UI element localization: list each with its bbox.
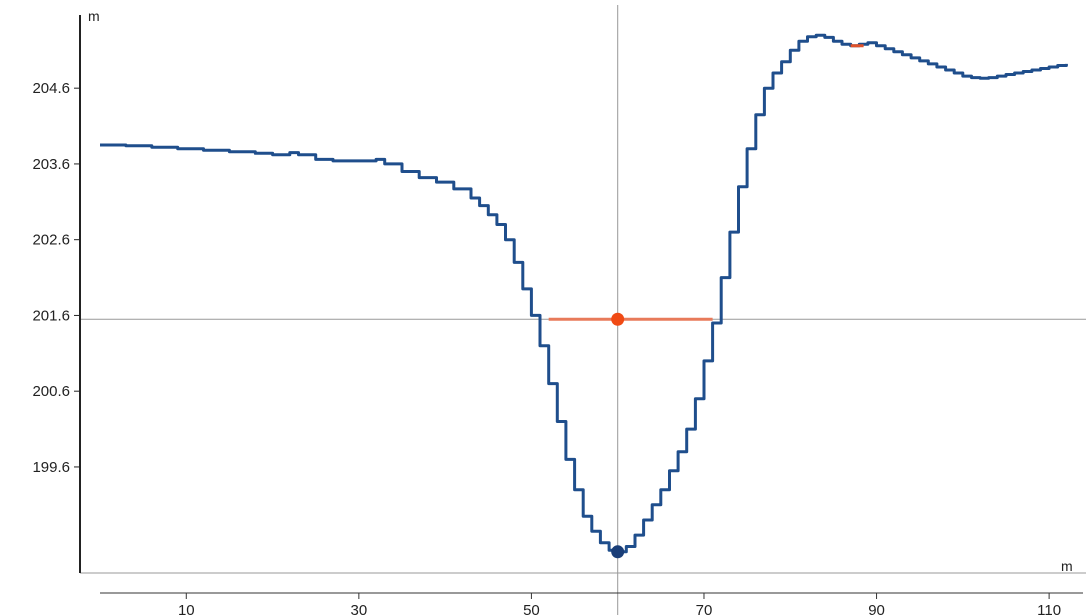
profile-line <box>100 33 1068 554</box>
series-layer <box>100 33 1068 554</box>
x-tick-label: 10 <box>178 602 195 615</box>
x-axis-unit-label: m <box>1061 558 1073 574</box>
y-tick-label: 201.6 <box>32 307 70 324</box>
x-tick-label: 30 <box>351 602 368 615</box>
crosshair-layer <box>80 5 1086 615</box>
ticks: 199.6 200.6 201.6 202.6 203.6 204.6 10 30 50 70 90… <box>32 80 1061 615</box>
marker-point[interactable] <box>611 545 625 559</box>
y-tick-label: 202.6 <box>32 232 70 249</box>
x-tick-label: 50 <box>523 602 540 615</box>
y-tick-label: 204.6 <box>32 80 70 97</box>
y-tick-label: 200.6 <box>32 383 70 400</box>
annotations-layer <box>548 44 864 559</box>
x-tick-label: 90 <box>868 602 885 615</box>
y-tick-label: 199.6 <box>32 459 70 476</box>
marker-point[interactable] <box>611 312 625 326</box>
axes: m m <box>79 8 1083 594</box>
y-tick-label: 203.6 <box>32 156 70 173</box>
y-axis-unit-label: m <box>88 8 100 24</box>
x-tick-label: 70 <box>696 602 713 615</box>
x-tick-label: 110 <box>1037 602 1061 615</box>
